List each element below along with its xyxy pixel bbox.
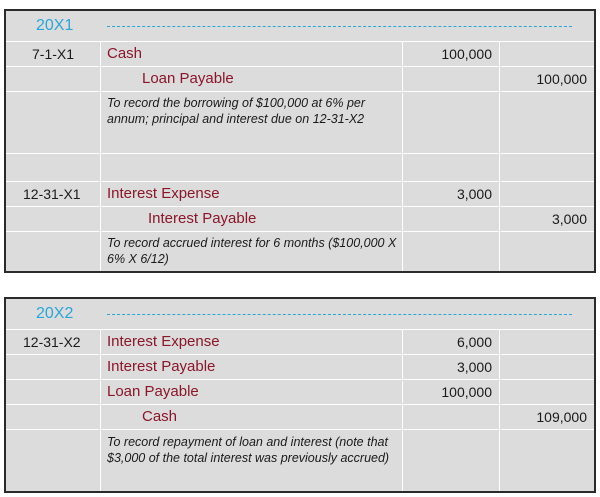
entry-row bbox=[6, 181, 594, 207]
column-divider bbox=[402, 329, 403, 491]
debit-amount: 6,000 bbox=[456, 334, 492, 350]
spacer-row bbox=[6, 153, 594, 182]
entry-row bbox=[6, 354, 594, 380]
year-header-row bbox=[6, 299, 594, 330]
credit-amount: 100,000 bbox=[536, 71, 587, 87]
entry-date: 12-31-X1 bbox=[23, 186, 81, 202]
entry-row bbox=[6, 91, 594, 154]
debit-account: Cash bbox=[107, 45, 143, 62]
debit-amount: 3,000 bbox=[456, 186, 492, 202]
entry-row bbox=[6, 329, 594, 355]
entry-date: 7-1-X1 bbox=[32, 46, 75, 62]
credit-amount: 109,000 bbox=[536, 409, 587, 425]
debit-account: Interest Expense bbox=[107, 333, 220, 350]
debit-amount: 100,000 bbox=[441, 46, 492, 62]
column-divider bbox=[100, 41, 101, 271]
entry-row bbox=[6, 379, 594, 405]
column-divider bbox=[499, 329, 500, 491]
entry-memo: To record the borrowing of $100,000 at 6… bbox=[107, 96, 366, 126]
column-divider bbox=[100, 329, 101, 491]
debit-account: Loan Payable bbox=[107, 383, 199, 400]
entry-row bbox=[6, 41, 594, 67]
credit-account: Loan Payable bbox=[142, 70, 234, 87]
year-header-row bbox=[6, 11, 594, 42]
year-label: 20X1 bbox=[36, 17, 74, 34]
year-label: 20X2 bbox=[36, 305, 74, 322]
debit-account: Interest Expense bbox=[107, 185, 220, 202]
entry-memo: To record repayment of loan and interest… bbox=[107, 435, 390, 465]
credit-account: Interest Payable bbox=[148, 210, 257, 227]
debit-amount: 3,000 bbox=[456, 359, 492, 375]
entry-row bbox=[6, 66, 594, 92]
dashed-rule bbox=[107, 314, 572, 315]
entry-date: 12-31-X2 bbox=[23, 334, 81, 350]
journal-20x2: 20X2 12-31-X2 Interest Expense 6,000 Int… bbox=[4, 297, 596, 493]
credit-amount: 3,000 bbox=[551, 211, 587, 227]
journal-20x1: 20X1 7-1-X1 Cash 100,000 Loan Payable 10… bbox=[4, 9, 596, 273]
entry-row bbox=[6, 404, 594, 430]
debit-account: Interest Payable bbox=[107, 358, 216, 375]
column-divider bbox=[402, 41, 403, 271]
credit-account: Cash bbox=[142, 408, 178, 425]
dashed-rule bbox=[107, 26, 572, 27]
entry-memo: To record accrued interest for 6 months … bbox=[107, 236, 397, 266]
column-divider bbox=[499, 41, 500, 271]
entry-row bbox=[6, 206, 594, 232]
debit-amount: 100,000 bbox=[441, 384, 492, 400]
